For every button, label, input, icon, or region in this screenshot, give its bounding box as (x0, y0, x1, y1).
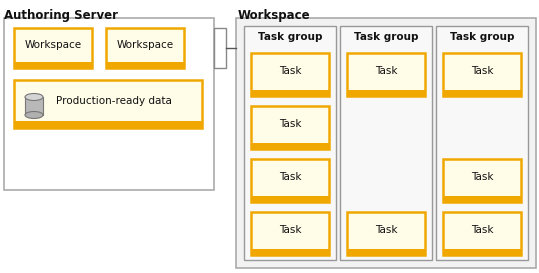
Text: Task group: Task group (258, 32, 322, 42)
Text: Task: Task (279, 173, 301, 182)
Bar (443, 90, 521, 96)
Bar (4, 18, 214, 190)
Bar (347, 53, 425, 96)
Text: Authoring Server: Authoring Server (4, 9, 118, 22)
Text: Task: Task (375, 225, 397, 235)
Bar (347, 90, 425, 96)
Bar (214, 28, 226, 68)
Text: Task: Task (471, 225, 493, 235)
Bar (106, 63, 184, 68)
Ellipse shape (25, 93, 43, 100)
Text: Task group: Task group (354, 32, 418, 42)
Bar (251, 249, 329, 255)
Bar (443, 159, 521, 202)
Text: Task: Task (471, 173, 493, 182)
Text: Task: Task (471, 66, 493, 76)
Bar (244, 26, 336, 260)
Bar (347, 249, 425, 255)
Bar (14, 28, 92, 68)
Bar (443, 212, 521, 255)
Bar (14, 80, 202, 128)
Bar (443, 249, 521, 255)
Bar (251, 106, 329, 149)
Bar (251, 53, 329, 96)
Text: Task group: Task group (450, 32, 514, 42)
Text: Task: Task (375, 66, 397, 76)
Bar (14, 63, 92, 68)
Text: Task: Task (279, 66, 301, 76)
Bar (251, 212, 329, 255)
Bar (443, 196, 521, 202)
Text: Task: Task (279, 120, 301, 129)
Text: Task: Task (279, 225, 301, 235)
Bar (25, 97, 43, 115)
Bar (347, 212, 425, 255)
Bar (436, 26, 528, 260)
Bar (443, 53, 521, 96)
Text: Workspace: Workspace (24, 40, 81, 50)
Text: Production-ready data: Production-ready data (56, 96, 172, 106)
Text: Workspace: Workspace (116, 40, 174, 50)
Bar (14, 121, 202, 128)
Ellipse shape (25, 111, 43, 118)
Text: Workspace: Workspace (238, 9, 310, 22)
Bar (251, 159, 329, 202)
Bar (251, 90, 329, 96)
Bar (340, 26, 432, 260)
Bar (251, 143, 329, 149)
Bar (251, 196, 329, 202)
Bar (236, 18, 536, 268)
Bar (106, 28, 184, 68)
